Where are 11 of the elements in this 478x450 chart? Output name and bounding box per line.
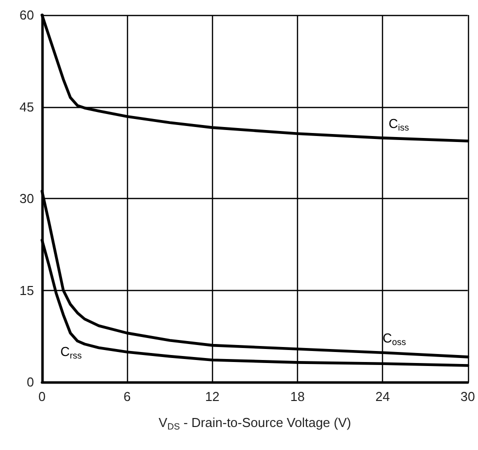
x-tick-label: 0 — [38, 389, 46, 404]
y-tick-label: 60 — [20, 8, 34, 22]
x-tick-label: 30 — [460, 389, 476, 404]
x-tick-label: 24 — [375, 389, 390, 404]
x-tick-label: 12 — [205, 389, 220, 404]
y-tick-label: 45 — [20, 99, 34, 114]
y-tick-label: 30 — [20, 191, 34, 206]
y-tick-label: 0 — [26, 374, 34, 390]
y-tick-label: 15 — [20, 282, 34, 298]
x-tick-label: 18 — [290, 389, 305, 404]
x-tick-label: 6 — [124, 389, 131, 404]
